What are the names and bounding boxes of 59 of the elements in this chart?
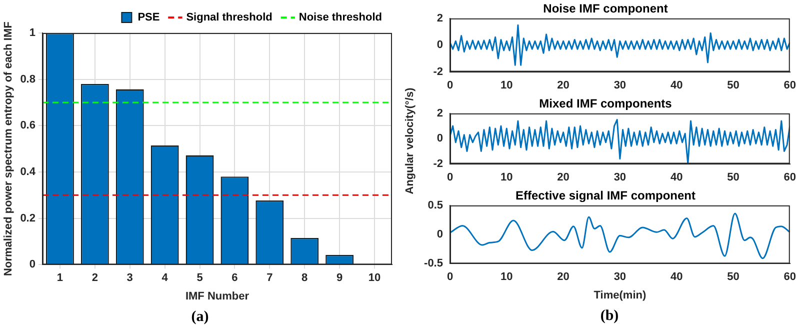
y-axis-title: Angular velocity(°/s) xyxy=(404,88,416,194)
y-tick-label: 2 xyxy=(436,107,443,120)
x-tick-label: 20 xyxy=(557,79,570,92)
y-tick-label: 0.4 xyxy=(20,166,36,178)
x-tick-label: 2 xyxy=(92,272,98,284)
x-tick-label: 5 xyxy=(196,272,203,284)
y-tick-label: 0.6 xyxy=(20,120,36,132)
x-tick-label: 20 xyxy=(557,171,570,184)
chart-title: Effective signal IMF component xyxy=(515,188,696,203)
x-tick-label: 30 xyxy=(614,171,626,184)
y-tick-label: 0.2 xyxy=(20,212,36,224)
x-tick-label: 6 xyxy=(232,272,238,284)
x-tick-label: 60 xyxy=(784,271,796,284)
x-tick-label: 60 xyxy=(784,79,796,92)
x-tick-label: 7 xyxy=(266,272,273,284)
legend-label: Signal threshold xyxy=(186,12,272,24)
y-tick-label: 0.8 xyxy=(20,73,36,86)
text: (b) xyxy=(599,308,620,325)
chart-title: Mixed IMF components xyxy=(539,96,672,111)
x-tick-label: 3 xyxy=(126,272,133,284)
x-tick-label: 30 xyxy=(614,79,626,92)
legend-label: PSE xyxy=(138,12,160,24)
x-tick-label: 10 xyxy=(368,272,381,284)
x-tick-label: 1 xyxy=(56,272,64,284)
y-axis-title: Normalized power spectrum entropy of each IMF xyxy=(2,21,15,276)
text: (a) xyxy=(190,309,210,326)
x-tick-label: 30 xyxy=(614,271,626,284)
x-tick-label: 20 xyxy=(557,271,570,284)
x-tick-label: 50 xyxy=(727,79,740,92)
x-axis-title: Time(min) xyxy=(594,289,646,302)
chart-title: Noise IMF component xyxy=(543,2,668,16)
line-series xyxy=(450,212,790,260)
y-tick-label: -2 xyxy=(433,66,443,78)
x-tick-label: 50 xyxy=(727,271,740,284)
x-axis-title: IMF Number xyxy=(185,290,250,302)
y-tick-label: 0 xyxy=(436,39,443,52)
x-tick-label: 0 xyxy=(446,271,454,284)
x-tick-label: 8 xyxy=(302,272,308,284)
x-tick-label: 9 xyxy=(336,272,343,284)
x-tick-label: 0 xyxy=(446,79,454,92)
x-tick-label: 50 xyxy=(727,171,740,184)
y-tick-label: -2 xyxy=(433,158,443,170)
y-tick-label: 2 xyxy=(436,12,443,24)
y-tick-label: 1 xyxy=(29,27,36,40)
x-tick-label: 40 xyxy=(670,271,683,284)
x-tick-label: 40 xyxy=(670,171,683,184)
x-tick-label: 0 xyxy=(446,171,454,184)
legend-label: Noise threshold xyxy=(298,12,382,24)
y-tick-label: 0 xyxy=(436,228,443,241)
x-tick-label: 10 xyxy=(500,271,513,284)
y-tick-label: -0.5 xyxy=(424,258,443,270)
x-tick-label: 40 xyxy=(670,79,683,92)
x-tick-label: 10 xyxy=(500,79,513,92)
x-tick-label: 4 xyxy=(162,272,169,284)
x-tick-label: 60 xyxy=(784,171,796,184)
x-tick-label: 10 xyxy=(500,171,513,184)
y-tick-label: 0.5 xyxy=(428,199,443,212)
y-tick-label: 0 xyxy=(29,258,36,271)
y-tick-label: 0 xyxy=(436,132,443,145)
